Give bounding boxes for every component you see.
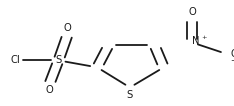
Text: O: O [45, 85, 53, 95]
Text: Cl: Cl [10, 55, 20, 65]
Text: N: N [192, 36, 199, 46]
Text: −: − [230, 59, 234, 64]
Text: O: O [230, 49, 234, 59]
Text: +: + [201, 35, 207, 40]
Text: O: O [64, 23, 72, 33]
Text: S: S [55, 55, 62, 65]
Text: S: S [127, 90, 133, 100]
Text: O: O [188, 7, 196, 17]
